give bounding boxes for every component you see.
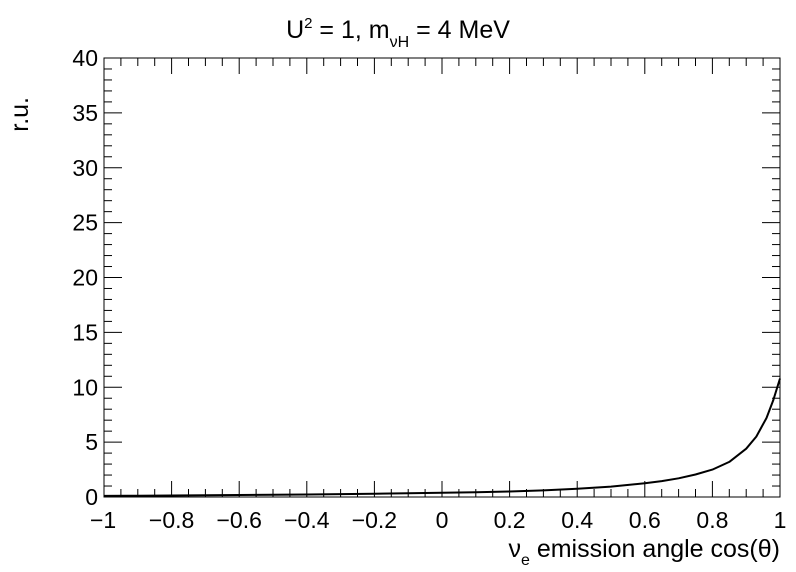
y-tick-label: 0 xyxy=(85,484,98,510)
series-layer xyxy=(103,378,781,497)
y-tick-label: 40 xyxy=(72,45,98,71)
series-line xyxy=(103,378,781,497)
y-tick-label: 20 xyxy=(72,265,98,291)
x-tick-label: 0.8 xyxy=(696,507,728,533)
x-tick-label: −0.4 xyxy=(284,507,330,533)
y-tick-label: 30 xyxy=(72,155,98,181)
x-tick-label: −0.2 xyxy=(352,507,397,533)
plot-frame xyxy=(103,57,781,498)
y-tick-label: 25 xyxy=(72,210,98,236)
plot-border xyxy=(103,57,781,498)
chart-title: U2 = 1, mνH = 4 MeV xyxy=(286,15,510,51)
y-tick-label: 10 xyxy=(72,374,98,400)
x-tick-label: 0.6 xyxy=(629,507,661,533)
x-axis-ticks: −1 −0.8 −0.6 −0.4 −0.2 0 0.2 0.4 0.6 0.8 1 xyxy=(90,58,786,533)
y-tick-label: 15 xyxy=(72,319,98,345)
y-axis-label: r.u. xyxy=(6,97,34,132)
x-tick-label: −0.6 xyxy=(216,507,261,533)
x-tick-label: −1 xyxy=(90,507,116,533)
y-tick-label: 5 xyxy=(85,429,98,455)
x-tick-label: −0.8 xyxy=(149,507,194,533)
x-tick-label: 1 xyxy=(774,507,787,533)
x-tick-label: 0.2 xyxy=(494,507,526,533)
y-tick-label: 35 xyxy=(72,100,98,126)
x-axis-label: νe emission angle cos(θ) xyxy=(508,535,780,569)
y-axis-ticks: 0 5 10 15 20 25 30 35 40 xyxy=(72,45,780,510)
x-tick-label: 0 xyxy=(436,507,449,533)
x-tick-label: 0.4 xyxy=(561,507,593,533)
